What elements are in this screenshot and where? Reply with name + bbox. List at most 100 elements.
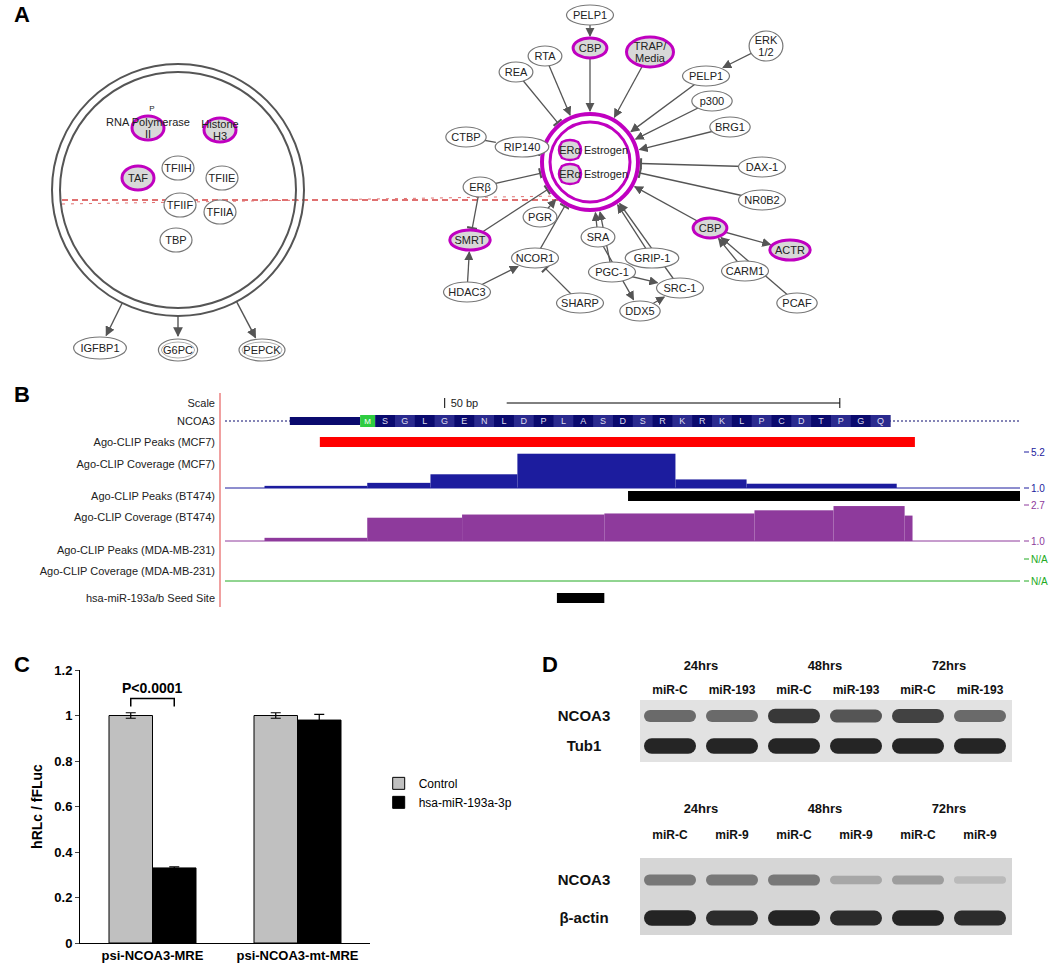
svg-text:Q: Q xyxy=(877,416,884,426)
svg-text:PELP1: PELP1 xyxy=(573,9,607,21)
svg-text:TFIIA: TFIIA xyxy=(207,206,235,218)
svg-text:S: S xyxy=(640,416,646,426)
svg-text:D: D xyxy=(798,416,805,426)
svg-text:β-actin: β-actin xyxy=(559,909,608,926)
svg-text:R: R xyxy=(659,416,666,426)
svg-text:Estrogen: Estrogen xyxy=(584,168,628,180)
svg-text:RNA PolymeraseII: RNA PolymeraseII xyxy=(106,116,190,140)
svg-text:RIP140: RIP140 xyxy=(504,141,541,153)
svg-text:miR-C: miR-C xyxy=(652,683,688,697)
svg-text:D: D xyxy=(521,416,528,426)
svg-text:IGFBP1: IGFBP1 xyxy=(80,342,119,354)
svg-text:ERK1/2: ERK1/2 xyxy=(755,34,778,58)
svg-text:48hrs: 48hrs xyxy=(808,658,843,673)
svg-text:N/A: N/A xyxy=(1031,576,1048,587)
svg-text:PGR: PGR xyxy=(528,211,552,223)
svg-text:G: G xyxy=(857,416,864,426)
svg-text:C: C xyxy=(14,652,30,677)
svg-text:TFIIE: TFIIE xyxy=(209,172,236,184)
svg-text:T: T xyxy=(818,416,824,426)
svg-text:NCOA3: NCOA3 xyxy=(177,415,215,427)
svg-text:miR-193: miR-193 xyxy=(833,683,880,697)
svg-text:Scale: Scale xyxy=(187,397,215,409)
svg-text:miR-9: miR-9 xyxy=(963,828,997,842)
svg-text:Ago-CLIP Peaks (MDA-MB-231): Ago-CLIP Peaks (MDA-MB-231) xyxy=(57,544,215,556)
svg-text:1.0: 1.0 xyxy=(1031,536,1045,547)
svg-text:ERα: ERα xyxy=(559,168,581,180)
svg-text:L: L xyxy=(422,416,427,426)
svg-text:HDAC3: HDAC3 xyxy=(448,286,485,298)
svg-text:TAF: TAF xyxy=(128,172,148,184)
svg-text:HistoneH3: HistoneH3 xyxy=(201,118,238,142)
svg-text:B: B xyxy=(14,382,30,407)
svg-text:SHARP: SHARP xyxy=(561,297,599,309)
svg-text:0: 0 xyxy=(65,936,72,951)
svg-text:CARM1: CARM1 xyxy=(726,265,765,277)
svg-text:miR-C: miR-C xyxy=(900,828,936,842)
svg-text:C: C xyxy=(778,416,785,426)
svg-text:72hrs: 72hrs xyxy=(932,658,967,673)
svg-text:p300: p300 xyxy=(700,95,724,107)
svg-text:Control: Control xyxy=(419,777,458,791)
svg-text:NR0B2: NR0B2 xyxy=(744,194,779,206)
svg-text:0.2: 0.2 xyxy=(54,890,72,905)
svg-text:miR-C: miR-C xyxy=(900,683,936,697)
svg-text:ACTR: ACTR xyxy=(775,244,805,256)
svg-text:Ago-CLIP Coverage (MDA-MB-231): Ago-CLIP Coverage (MDA-MB-231) xyxy=(40,565,215,577)
svg-text:E: E xyxy=(461,416,467,426)
svg-text:S: S xyxy=(382,416,388,426)
svg-text:miR-C: miR-C xyxy=(776,683,812,697)
svg-text:TFIIH: TFIIH xyxy=(164,162,192,174)
svg-text:SMRT: SMRT xyxy=(455,234,486,246)
svg-text:G6PC: G6PC xyxy=(163,344,193,356)
svg-text:G: G xyxy=(441,416,448,426)
svg-text:PGC-1: PGC-1 xyxy=(595,266,629,278)
svg-text:DAX-1: DAX-1 xyxy=(746,161,778,173)
svg-text:0.6: 0.6 xyxy=(54,799,72,814)
svg-text:Ago-CLIP Coverage (BT474): Ago-CLIP Coverage (BT474) xyxy=(74,511,215,523)
svg-text:D: D xyxy=(620,416,627,426)
svg-text:N: N xyxy=(481,416,488,426)
svg-text:miR-9: miR-9 xyxy=(715,828,749,842)
svg-text:2.7: 2.7 xyxy=(1031,500,1045,511)
svg-text:K: K xyxy=(719,416,725,426)
svg-text:miR-C: miR-C xyxy=(776,828,812,842)
svg-text:48hrs: 48hrs xyxy=(808,801,843,816)
svg-text:SRA: SRA xyxy=(587,231,610,243)
svg-text:M: M xyxy=(364,417,371,426)
svg-text:BRG1: BRG1 xyxy=(715,121,745,133)
svg-text:Tub1: Tub1 xyxy=(567,737,602,754)
svg-text:NCOA3: NCOA3 xyxy=(558,871,611,888)
svg-text:CBP: CBP xyxy=(579,42,602,54)
svg-text:G: G xyxy=(401,416,408,426)
svg-text:P: P xyxy=(541,416,547,426)
svg-text:L: L xyxy=(561,416,566,426)
svg-text:CTBP: CTBP xyxy=(451,131,480,143)
svg-text:SRC-1: SRC-1 xyxy=(663,282,696,294)
svg-text:1.2: 1.2 xyxy=(54,663,72,678)
svg-text:L: L xyxy=(739,416,744,426)
svg-text:DDX5: DDX5 xyxy=(625,305,654,317)
svg-text:Ago-CLIP Peaks (BT474): Ago-CLIP Peaks (BT474) xyxy=(91,490,215,502)
svg-text:0.8: 0.8 xyxy=(54,754,72,769)
svg-text:ERβ: ERβ xyxy=(469,181,491,193)
svg-text:P<0.0001: P<0.0001 xyxy=(122,680,183,696)
svg-text:0.4: 0.4 xyxy=(54,845,73,860)
svg-text:RTA: RTA xyxy=(535,50,557,62)
svg-text:REA: REA xyxy=(505,66,528,78)
svg-text:L: L xyxy=(501,416,506,426)
svg-text:24hrs: 24hrs xyxy=(684,658,719,673)
svg-text:24hrs: 24hrs xyxy=(684,801,719,816)
svg-text:miR-193: miR-193 xyxy=(957,683,1004,697)
svg-text:PELP1: PELP1 xyxy=(689,70,723,82)
svg-text:K: K xyxy=(679,416,685,426)
svg-text:hsa-miR-193a/b Seed Site: hsa-miR-193a/b Seed Site xyxy=(86,592,215,604)
svg-text:A: A xyxy=(14,2,30,27)
svg-text:1: 1 xyxy=(65,708,72,723)
svg-text:N/A: N/A xyxy=(1031,554,1048,565)
svg-text:5.2: 5.2 xyxy=(1031,447,1045,458)
svg-text:psi-NCOA3-mt-MRE: psi-NCOA3-mt-MRE xyxy=(236,948,358,963)
svg-text:CBP: CBP xyxy=(699,222,722,234)
svg-text:R: R xyxy=(699,416,706,426)
svg-text:P: P xyxy=(838,416,844,426)
